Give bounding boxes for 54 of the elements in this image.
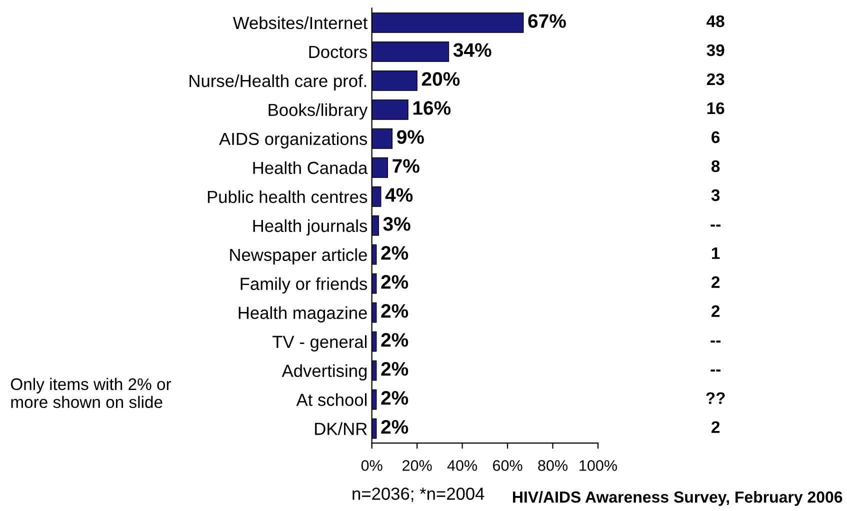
y-tick-label: AIDS organizations — [219, 132, 368, 149]
y-tick-label: At school — [296, 393, 367, 406]
y-tick-label: Nurse/Health care prof. — [190, 74, 366, 91]
y-tick-label: Advertising — [282, 364, 367, 380]
y-tick-label: Health magazine — [238, 306, 367, 322]
data-label: 34% — [453, 43, 492, 57]
text: Only items with 2% or more shown on slide — [10, 378, 172, 408]
data-label: 67% — [528, 14, 566, 28]
data-label: 16% — [413, 101, 451, 115]
x-tick-label: 100% — [580, 460, 617, 471]
text: 2 — [712, 421, 720, 433]
y-tick-label: Family or friends — [240, 277, 368, 294]
text: n=2036; *n=2004 — [352, 488, 484, 502]
text: 8 — [711, 160, 720, 172]
y-tick-label: Newspaper article — [230, 248, 367, 264]
x-tick-label: 80% — [538, 460, 568, 471]
y-tick-label: Doctors — [309, 46, 368, 58]
data-label: 2% — [381, 246, 408, 260]
text: 48 — [706, 15, 724, 28]
data-label: 2% — [381, 391, 408, 405]
data-label: 20% — [422, 72, 460, 86]
x-tick-label: 20% — [402, 460, 432, 471]
data-label: 3% — [383, 217, 410, 231]
text: 1 — [712, 247, 720, 259]
text: -- — [710, 340, 720, 343]
x-tick-label: 60% — [493, 460, 522, 471]
y-tick-label: Public health centres — [208, 190, 368, 204]
text: 39 — [706, 44, 724, 56]
text: 2 — [712, 305, 720, 317]
text: -- — [710, 370, 720, 372]
text: 16 — [707, 102, 724, 114]
text: 2 — [712, 276, 720, 288]
y-tick-label: Health Canada — [253, 161, 368, 174]
y-tick-label: DK/NR — [315, 422, 367, 436]
x-tick-label: 0% — [361, 460, 382, 471]
data-label: 7% — [392, 159, 420, 173]
data-label: 2% — [381, 304, 408, 318]
data-label: 2% — [381, 362, 408, 376]
text: -- — [710, 224, 720, 227]
text: 23 — [706, 73, 724, 86]
text: ?? — [706, 392, 725, 404]
text: 3 — [711, 189, 720, 202]
data-label: 2% — [381, 333, 408, 347]
y-tick-label: Websites/Internet — [232, 16, 368, 30]
y-tick-label: Health journals — [253, 219, 368, 236]
text: HIV/AIDS Awareness Survey, February 2006 — [512, 491, 842, 506]
text: 6 — [712, 131, 720, 144]
x-tick-label: 40% — [447, 460, 478, 471]
y-tick-label: TV - general — [272, 335, 367, 352]
data-label: 9% — [397, 130, 424, 144]
data-label: 4% — [385, 188, 413, 202]
data-label: 2% — [381, 275, 408, 289]
y-tick-label: Books/library — [268, 103, 368, 120]
data-label: 2% — [381, 420, 408, 434]
